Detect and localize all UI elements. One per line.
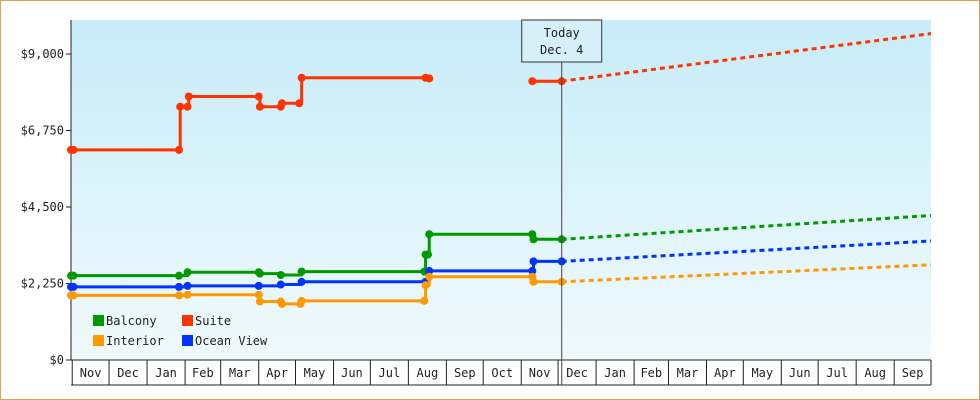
data-point[interactable] <box>174 271 183 280</box>
data-point[interactable] <box>528 77 537 86</box>
data-point[interactable] <box>528 266 537 275</box>
data-point[interactable] <box>276 271 285 279</box>
x-tick-label: Aug <box>417 366 439 380</box>
today-date: Dec. 4 <box>540 43 583 57</box>
x-tick-label: Mar <box>229 366 251 380</box>
x-tick-label: Aug <box>864 366 886 380</box>
data-point[interactable] <box>183 102 192 111</box>
data-point[interactable] <box>255 102 264 111</box>
data-point[interactable] <box>421 281 430 290</box>
x-tick-label: Jun <box>341 366 363 380</box>
data-point[interactable] <box>174 145 183 154</box>
data-point[interactable] <box>69 291 78 300</box>
series-suite <box>67 32 932 154</box>
data-point[interactable] <box>183 290 192 299</box>
projection-line <box>561 263 932 284</box>
legend-label: Ocean View <box>195 334 268 348</box>
data-point[interactable] <box>529 277 538 286</box>
today-callout-box <box>521 19 603 63</box>
y-axis: $0 $2,250 $4,500 $6,750 $9,000 <box>21 20 72 367</box>
x-tick-label: Mar <box>677 366 699 380</box>
y-tick-label: $0 <box>50 353 64 367</box>
data-point[interactable] <box>297 73 306 82</box>
projection-line <box>561 239 932 263</box>
x-tick-label: Jun <box>789 366 811 380</box>
data-point[interactable] <box>529 257 538 266</box>
x-tick-label: Dec <box>566 366 588 380</box>
legend-swatch <box>182 315 193 326</box>
x-axis: Nov Dec Jan Feb Mar Apr May Jun Jul Aug Sep Oct Nov D… <box>71 359 932 386</box>
data-point[interactable] <box>183 281 192 290</box>
legend-item: Suite <box>182 314 231 328</box>
series-line <box>71 76 431 152</box>
x-tick-label: May <box>751 366 773 380</box>
x-tick-label: Nov <box>529 366 551 380</box>
series-layer <box>67 32 932 308</box>
legend-label: Interior <box>106 334 164 348</box>
data-point[interactable] <box>425 74 434 83</box>
legend-item: Interior <box>93 334 164 348</box>
data-point[interactable] <box>278 299 287 308</box>
legend-swatch <box>93 335 104 346</box>
x-tick-label: Jan <box>604 366 626 380</box>
legend: Balcony Suite Interior Ocean View <box>93 314 268 348</box>
y-tick-label: $4,500 <box>21 200 64 214</box>
x-tick-label: Feb <box>192 366 214 380</box>
data-point[interactable] <box>174 282 183 291</box>
data-point[interactable] <box>69 271 78 280</box>
data-point[interactable] <box>69 282 78 291</box>
series-interior <box>67 263 932 308</box>
x-tick-label: May <box>304 366 326 380</box>
data-point[interactable] <box>174 291 183 300</box>
x-tick-label: Jan <box>155 366 177 380</box>
today-label: Today <box>544 26 580 40</box>
x-tick-label: Nov <box>80 366 102 380</box>
legend-label: Balcony <box>106 314 157 328</box>
x-tick-label: Apr <box>266 366 288 380</box>
data-point[interactable] <box>425 230 434 239</box>
legend-item: Ocean View <box>182 334 268 348</box>
data-point[interactable] <box>425 272 434 281</box>
data-point[interactable] <box>278 99 287 108</box>
data-point[interactable] <box>295 99 304 108</box>
data-point[interactable] <box>254 92 263 101</box>
projection-line <box>561 214 932 241</box>
x-tick-label: Oct <box>491 366 513 380</box>
data-point[interactable] <box>254 281 263 290</box>
x-tick-label: Dec <box>117 366 139 380</box>
x-tick-label: Jul <box>826 366 848 380</box>
data-point[interactable] <box>255 269 264 278</box>
data-point[interactable] <box>183 268 192 277</box>
projection-line <box>561 32 932 83</box>
x-tick-label: Sep <box>454 366 476 380</box>
legend-swatch <box>93 315 104 326</box>
data-point[interactable] <box>529 235 538 244</box>
x-tick-label: Feb <box>640 366 662 380</box>
legend-item: Balcony <box>93 314 157 328</box>
data-point[interactable] <box>297 296 306 305</box>
plot-background <box>71 20 931 360</box>
series-balcony <box>67 214 932 280</box>
x-tick-label: Jul <box>379 366 401 380</box>
legend-swatch <box>182 335 193 346</box>
data-point[interactable] <box>425 266 434 275</box>
data-point[interactable] <box>255 297 264 306</box>
data-point[interactable] <box>297 267 306 276</box>
data-point[interactable] <box>424 250 433 259</box>
data-point[interactable] <box>69 145 78 154</box>
y-tick-label: $2,250 <box>21 277 64 291</box>
y-tick-label: $6,750 <box>21 124 64 138</box>
data-point[interactable] <box>176 102 185 111</box>
data-point[interactable] <box>254 290 263 299</box>
x-tick-label: Sep <box>902 366 924 380</box>
data-point[interactable] <box>297 277 306 286</box>
data-point[interactable] <box>184 92 193 101</box>
today-marker: Today Dec. 4 <box>521 19 603 385</box>
data-point[interactable] <box>420 296 429 305</box>
x-tick-label: Apr <box>714 366 736 380</box>
legend-label: Suite <box>195 314 231 328</box>
y-tick-label: $9,000 <box>21 47 64 61</box>
data-point[interactable] <box>276 280 285 289</box>
